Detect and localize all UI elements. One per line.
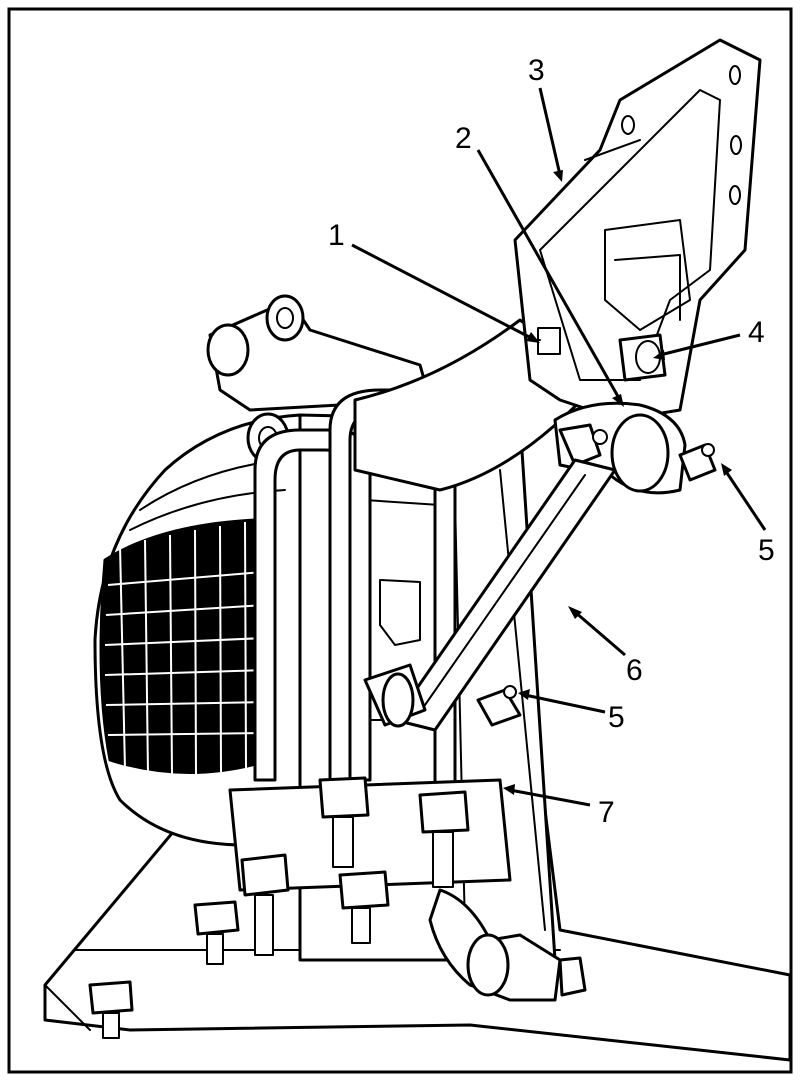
callout-5-upper: 5 — [758, 534, 775, 567]
lower-link — [428, 888, 587, 1002]
leader-3 — [538, 87, 562, 176]
callout-7: 7 — [598, 796, 615, 829]
callout-4: 4 — [748, 316, 765, 349]
lower-bracket — [88, 776, 512, 1039]
leader-7 — [509, 788, 591, 807]
bushing — [618, 333, 667, 382]
arrowhead-3 — [553, 170, 563, 182]
callout-1: 1 — [328, 219, 345, 252]
leader-5b — [524, 693, 606, 714]
nut-lower-5 — [476, 685, 522, 727]
control-rod — [363, 458, 617, 732]
arrowhead-7 — [503, 784, 515, 795]
air-spring — [93, 413, 302, 847]
callout-6: 6 — [626, 654, 643, 687]
leader-arrowheads — [503, 170, 732, 795]
u-bolt-nuts — [88, 776, 470, 1039]
leader-2 — [476, 149, 622, 401]
callout-3: 3 — [528, 54, 545, 87]
arrowhead-1 — [526, 332, 540, 343]
arrowhead-5a — [721, 463, 732, 476]
leader-lines — [351, 87, 767, 807]
callout-2: 2 — [455, 122, 472, 155]
nut-upper-right — [678, 443, 717, 482]
leader-4 — [659, 333, 741, 357]
leader-1 — [351, 243, 536, 342]
arrowhead-2 — [612, 394, 624, 407]
arrowhead-4 — [653, 350, 665, 360]
leader-6 — [574, 610, 626, 657]
arrowhead-5b — [518, 689, 530, 700]
leader-5a — [723, 469, 767, 531]
callout-5-lower: 5 — [608, 701, 625, 734]
arrowhead-6 — [568, 606, 582, 619]
